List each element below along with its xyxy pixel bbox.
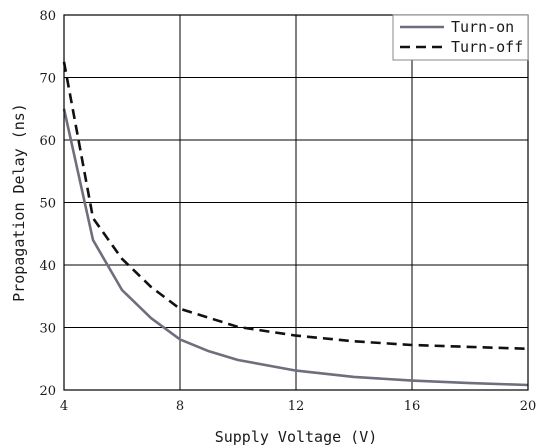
grid — [63, 14, 529, 391]
y-tick-label: 40 — [39, 259, 56, 274]
x-axis-title: Supply Voltage (V) — [215, 428, 378, 446]
plot-area-frame — [63, 14, 529, 391]
legend-label-turn-on: Turn-on — [451, 18, 514, 36]
y-tick-label: 20 — [39, 384, 56, 399]
legend-box — [392, 14, 529, 61]
series-line-turn-on — [62, 108, 529, 387]
y-axis: 20 30 40 50 60 70 80 — [39, 9, 56, 399]
x-axis: 4 8 12 16 20 — [60, 399, 536, 414]
x-tick-label: 20 — [520, 399, 537, 414]
y-tick-label: 70 — [39, 72, 56, 87]
y-axis-title: Propagation Delay (ns) — [10, 103, 28, 302]
x-tick-label: 8 — [176, 399, 184, 414]
y-tick-label: 30 — [39, 322, 56, 337]
series-layer — [62, 61, 529, 387]
y-tick-label: 60 — [39, 134, 56, 149]
y-tick-label: 50 — [39, 197, 56, 212]
x-tick-label: 4 — [60, 399, 68, 414]
y-tick-label: 80 — [39, 9, 56, 24]
x-tick-label: 16 — [404, 399, 421, 414]
legend-label-turn-off: Turn-off — [451, 38, 523, 56]
series-line-turn-off — [62, 61, 529, 351]
x-tick-label: 12 — [288, 399, 305, 414]
legend: Turn-on Turn-off — [392, 14, 529, 61]
